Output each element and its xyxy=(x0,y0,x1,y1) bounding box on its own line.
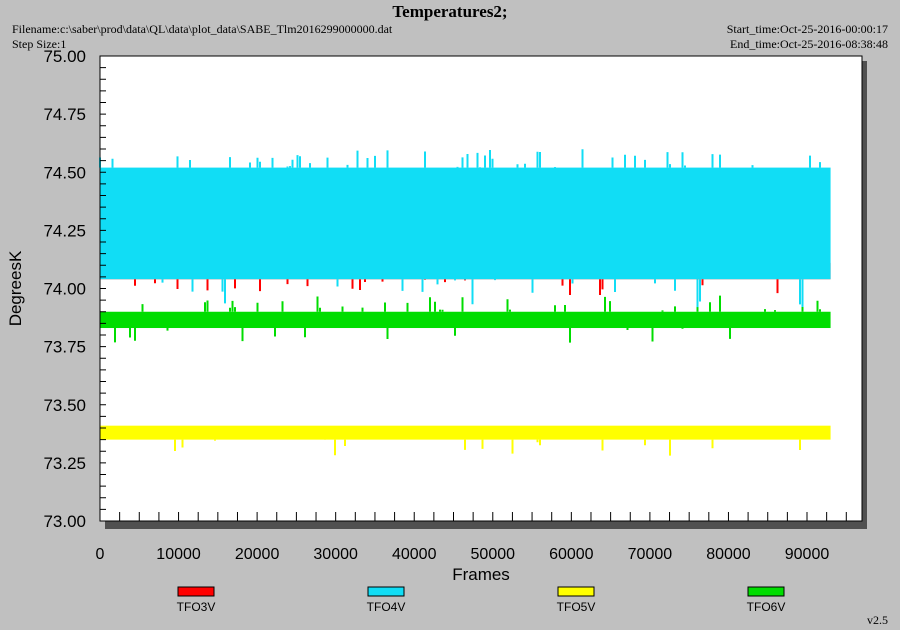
y-axis-label: DegreesK xyxy=(6,250,25,326)
series-band xyxy=(100,311,831,329)
x-tick-label: 70000 xyxy=(628,546,673,563)
legend-label-tfo4v: TFO4V xyxy=(367,600,406,614)
x-tick-label: 10000 xyxy=(156,546,201,563)
legend-swatch-tfo3v xyxy=(177,586,215,597)
x-tick-label: 50000 xyxy=(471,546,516,563)
x-axis-label: Frames xyxy=(452,565,510,584)
legend-swatch-tfo5v xyxy=(557,586,595,597)
x-tick-label: 60000 xyxy=(549,546,594,563)
legend-label-tfo3v: TFO3V xyxy=(177,600,216,614)
series-band xyxy=(100,167,831,280)
filename-label: Filename:c:\saber\prod\data\QL\data\plot… xyxy=(12,22,393,36)
legend: TFO3V TFO4V TFO5V TFO6V xyxy=(177,586,786,614)
x-tick-label: 80000 xyxy=(706,546,751,563)
y-tick-label: 75.00 xyxy=(43,47,86,66)
series-tfo6v xyxy=(100,295,831,343)
end-time-label: End_time:Oct-25-2016-08:38:48 xyxy=(730,37,888,51)
series-spikes xyxy=(114,295,821,343)
plot-area xyxy=(99,55,863,522)
x-tick-label: 20000 xyxy=(235,546,280,563)
legend-label-tfo5v: TFO5V xyxy=(557,600,596,614)
series-tfo5v xyxy=(100,425,831,456)
y-tick-label: 73.50 xyxy=(43,396,86,415)
series-spikes xyxy=(174,439,801,456)
y-tick-label: 73.25 xyxy=(43,454,86,473)
x-tick-label: 40000 xyxy=(392,546,437,563)
y-tick-label: 73.75 xyxy=(43,338,86,357)
y-tick-label: 74.50 xyxy=(43,163,86,182)
y-tick-label: 73.00 xyxy=(43,512,86,531)
series-band xyxy=(100,425,831,440)
start-time-label: Start_time:Oct-25-2016-00:00:17 xyxy=(726,22,888,36)
x-tick-label: 90000 xyxy=(785,546,830,563)
legend-swatch-tfo4v xyxy=(367,586,405,597)
y-tick-label: 74.25 xyxy=(43,221,86,240)
version-label: v2.5 xyxy=(867,613,888,627)
legend-label-tfo6v: TFO6V xyxy=(747,600,786,614)
chart-title: Temperatures2; xyxy=(392,2,508,21)
x-tick-label: 0 xyxy=(96,546,105,563)
y-tick-label: 74.75 xyxy=(43,105,86,124)
step-size-label: Step Size:1 xyxy=(12,37,67,51)
x-tick-label: 30000 xyxy=(313,546,358,563)
legend-swatch-tfo6v xyxy=(747,586,785,597)
series-layer xyxy=(99,149,831,456)
series-tfo4v xyxy=(99,149,831,308)
y-tick-label: 74.00 xyxy=(43,280,86,299)
axes-layer: 0 10000 20000 30000 40000 50000 60000 70000 8000… xyxy=(6,47,862,584)
